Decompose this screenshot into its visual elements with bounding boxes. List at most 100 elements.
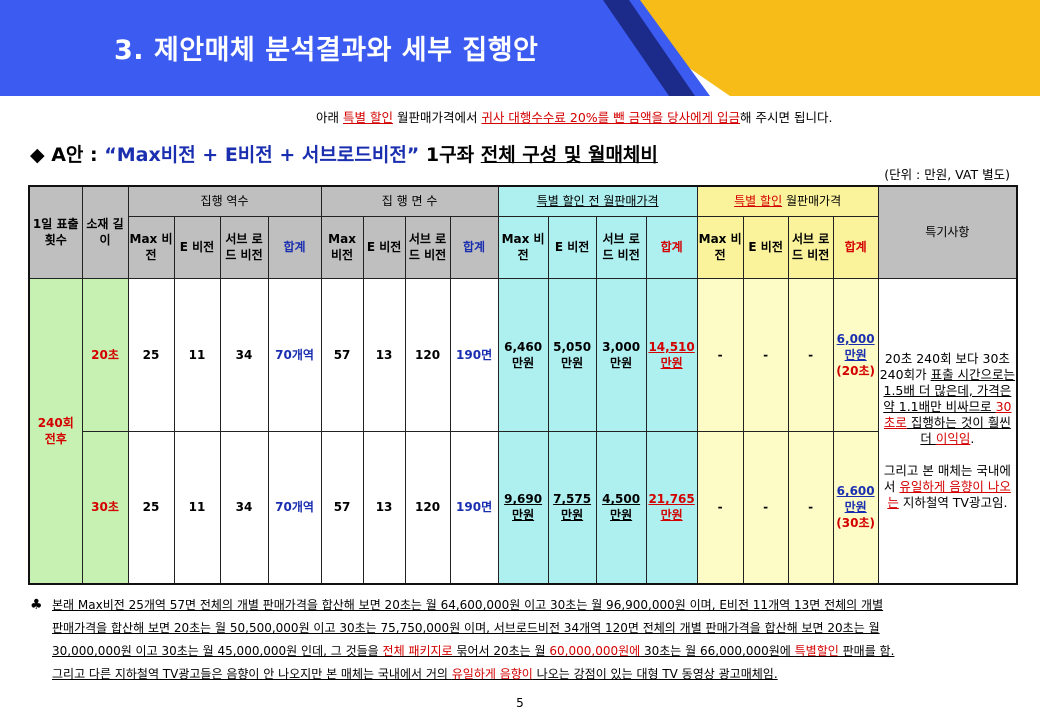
footer-text: 묶어서 20초는 월 [452, 644, 550, 658]
faces-total: 190면 [449, 430, 499, 585]
subheader-e-vision: E 비전 [173, 215, 221, 279]
special-total-amount: 6,600 만원 [836, 484, 875, 515]
footer-line: 30,000,000원 이고 30초는 월 45,000,000원 인데, 그 … [52, 640, 1020, 663]
special-total: 6,600 만원 (30초) [832, 430, 879, 585]
daily-count-value: 240회 전후 [28, 277, 83, 585]
special-total-length: (30초) [836, 516, 875, 531]
notice-highlight-payment: 귀사 대행수수료 20%를 뺀 금액을 당사에게 입금 [481, 110, 741, 125]
faces-max: 57 [320, 277, 364, 432]
faces-e: 13 [362, 277, 406, 432]
footer-text: 30초는 월 66,000,000원에 [640, 644, 795, 658]
price-subroad: 4,500 만원 [595, 430, 647, 585]
remarks-cell: 20초 240회 보다 30초 240회가 표출 시간으로는 1.5배 더 많은… [877, 277, 1018, 585]
faces-total: 190면 [449, 277, 499, 432]
header-banner: 3. 제안매체 분석결과와 세부 집행안 [0, 0, 1040, 96]
section-bullet: ◆ A안 : [30, 144, 105, 166]
stations-e: 11 [173, 430, 221, 585]
notice-text: 해 주시면 됩니다. [740, 110, 833, 125]
footer-highlight: 전체 패키지로 [382, 644, 453, 658]
remarks-highlight: 이익임 [935, 430, 971, 446]
subheader-max-vision: Max 비전 [696, 215, 744, 279]
footer-line: 판매가격을 합산해 보면 20초는 월 50,500,000원 이고 30초는 … [52, 621, 880, 635]
price-max: 6,460 만원 [497, 277, 549, 432]
header-remarks: 특기사항 [877, 185, 1018, 279]
subheader-max-vision: Max 비전 [320, 215, 364, 279]
special-e: - [742, 430, 789, 585]
faces-subroad: 120 [404, 277, 451, 432]
footer-highlight: 60,000,000원에 [549, 644, 641, 658]
header-stations: 집행 역수 [127, 185, 322, 217]
table-row: 240회 전후 20초 25 11 34 70개역 57 13 120 190면… [28, 277, 1018, 585]
footer-text: 판매를 함. [838, 644, 895, 658]
table-row: 30초 25 11 34 70개역 57 13 120 190면 9,690 만… [29, 430, 1017, 585]
special-e: - [742, 277, 789, 432]
faces-max: 57 [320, 430, 364, 585]
subheader-e-vision: E 비전 [547, 215, 597, 279]
page-number: 5 [516, 696, 524, 710]
price-max: 9,690 만원 [497, 430, 549, 585]
club-icon: ♣ [30, 597, 43, 613]
subheader-e-vision: E 비전 [742, 215, 789, 279]
subheader-total: 합계 [449, 215, 499, 279]
banner-blue-shape [0, 0, 710, 96]
faces-subroad: 120 [404, 430, 451, 585]
footer-highlight: 유일하게 음향이 [451, 667, 533, 681]
subheader-total: 합계 [832, 215, 879, 279]
unit-note: (단위 : 만원, VAT 별도) [884, 167, 1010, 182]
stations-max: 25 [127, 277, 175, 432]
subheader-total: 합계 [645, 215, 698, 279]
subheader-e-vision: E 비전 [362, 215, 406, 279]
footer-line: 그리고 다른 지하철역 TV광고들은 음향이 안 나오지만 본 매체는 국내에서… [52, 663, 1020, 686]
subheader-total: 합계 [267, 215, 322, 279]
footer-text: 나오는 강점이 있는 대형 TV 동영상 광고매체임. [532, 667, 778, 681]
media-plan-table: 1일 표출 횟수 소재 길이 집행 역수 집 행 면 수 특별 할인 전 월판매… [28, 185, 1019, 585]
remarks-highlight: 30초로 [883, 398, 1012, 430]
faces-e: 13 [362, 430, 406, 585]
stations-subroad: 34 [219, 430, 269, 585]
special-subroad: - [787, 277, 834, 432]
notice-text: 아래 [316, 110, 343, 125]
section-description: 전체 구성 및 월매체비 [480, 144, 658, 166]
subheader-subroad-vision: 서브 로드 비전 [404, 215, 451, 279]
section-heading: ◆ A안 : “Max비전 + E비전 + 서브로드비전” 1구좌 전체 구성 … [30, 140, 658, 167]
remarks-text: . [970, 430, 975, 446]
price-total: 14,510 만원 [645, 277, 698, 432]
stations-max: 25 [127, 430, 175, 585]
special-subroad: - [787, 430, 834, 585]
price-subroad: 3,000 만원 [595, 277, 647, 432]
subheader-subroad-vision: 서브 로드 비전 [219, 215, 269, 279]
length-cell: 30초 [81, 430, 129, 585]
header-price-before-discount: 특별 할인 전 월판매가격 [497, 185, 698, 217]
remarks-underlined: 집행하는 것이 훨씬 더 [906, 414, 1011, 446]
footer-text: 30,000,000원 이고 30초는 월 45,000,000원 인데, 그 … [52, 644, 383, 658]
header-special-suffix: 월판매가격 [782, 194, 842, 209]
stations-total: 70개역 [267, 430, 322, 585]
subheader-max-vision: Max 비전 [127, 215, 175, 279]
remarks-text: 지하철역 TV광고임. [898, 494, 1008, 510]
section-slot-count: 1구좌 [419, 144, 481, 166]
subheader-max-vision: Max 비전 [497, 215, 549, 279]
remarks-text: 그리고 본 매체는 국내에서 [883, 462, 1011, 494]
subheader-subroad-vision: 서브 로드 비전 [595, 215, 647, 279]
special-total: 6,000 만원 (20초) [832, 277, 879, 432]
price-e: 7,575 만원 [547, 430, 597, 585]
header-special-price: 특별 할인 월판매가격 [696, 185, 879, 217]
remarks-highlight: 유일하게 음향이 나오는 [887, 478, 1011, 510]
header-faces: 집 행 면 수 [320, 185, 499, 217]
length-cell: 20초 [81, 277, 129, 432]
header-special-label: 특별 할인 [734, 194, 783, 209]
header-daily-count: 1일 표출 횟수 [28, 185, 83, 279]
special-max: - [696, 277, 744, 432]
special-total-amount: 6,000 만원 [836, 331, 875, 362]
subheader-subroad-vision: 서브 로드 비전 [787, 215, 834, 279]
footer-line: 본래 Max비전 25개역 57면 전체의 개별 판매가격을 합산해 보면 20… [52, 598, 884, 612]
stations-total: 70개역 [267, 277, 322, 432]
stations-e: 11 [173, 277, 221, 432]
notice-text: 월판매가격에서 [392, 110, 482, 125]
special-max: - [696, 430, 744, 585]
page-title: 3. 제안매체 분석결과와 세부 집행안 [114, 35, 539, 66]
footer-note: ♣ 본래 Max비전 25개역 57면 전체의 개별 판매가격을 합산해 보면 … [30, 594, 1020, 686]
footer-text: 그리고 다른 지하철역 TV광고들은 음향이 안 나오지만 본 매체는 국내에서… [52, 667, 452, 681]
footer-highlight: 특별할인 [794, 644, 839, 658]
remarks-text: 20초 240회 보다 30초 240회가 [879, 350, 1010, 382]
